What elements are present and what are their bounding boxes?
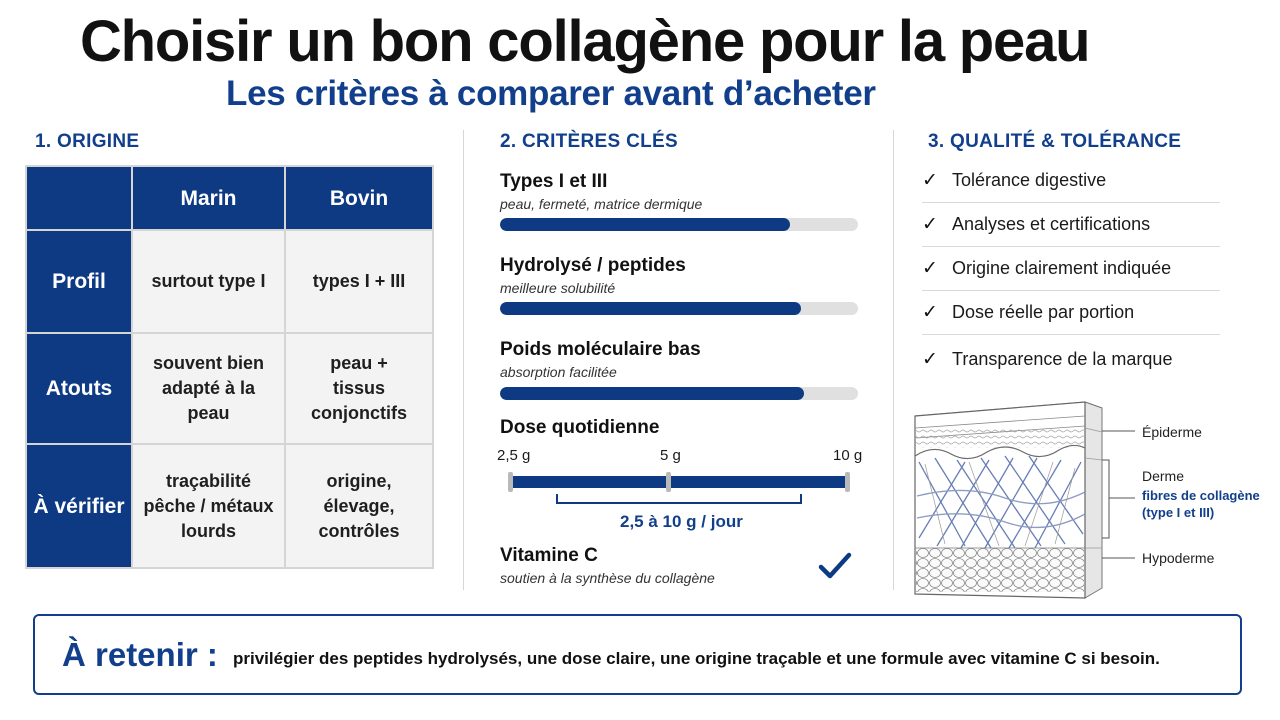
check-icon: ✓: [922, 258, 938, 279]
table-cell: traçabilité pêche / métaux lourds: [131, 443, 286, 569]
criterion-bar-fill: [500, 387, 805, 400]
table-cell: souvent bien adapté à la peau: [131, 332, 286, 445]
criterion-hydrolyse: Hydrolysé / peptides meilleure solubilit…: [500, 255, 860, 296]
checkmark-icon: [818, 552, 852, 579]
key-takeaway-text: privilégier des peptides hydrolysés, une…: [233, 649, 1160, 668]
collagen-fibers-label: fibres de collagène (type I et III): [1142, 487, 1260, 521]
table-cell: peau + tissus conjonctifs: [284, 332, 434, 445]
skin-cross-section-illustration: [914, 401, 1135, 599]
column-header-bovin: Bovin: [284, 165, 434, 231]
key-takeaway-box: À retenir : privilégier des peptides hyd…: [33, 614, 1242, 695]
criterion-bar: [500, 302, 858, 315]
checklist-item-label: Transparence de la marque: [952, 348, 1173, 369]
table-header-row: Marin Bovin: [25, 165, 434, 231]
vitamin-title: Vitamine C: [500, 545, 598, 566]
row-header: Atouts: [25, 332, 133, 445]
dose-title: Dose quotidienne: [500, 417, 660, 438]
dose-tick-label: 2,5 g: [497, 447, 531, 464]
dose-tick-label: 5 g: [660, 447, 681, 464]
table-cell: origine, élevage, contrôles: [284, 443, 434, 569]
column-header-marin: Marin: [131, 165, 286, 231]
criterion-title: Poids moléculaire bas: [500, 339, 701, 360]
checklist-item: ✓ Transparence de la marque: [922, 337, 1220, 381]
checklist-item-label: Origine clairement indiquée: [952, 258, 1172, 278]
criterion-subtitle: meilleure solubilité: [500, 280, 616, 296]
table-corner-cell: [25, 165, 133, 231]
origin-section-title: 1. ORIGINE: [35, 131, 140, 152]
check-icon: ✓: [922, 214, 938, 235]
row-header: Profil: [25, 229, 133, 334]
criterion-bar: [500, 218, 858, 231]
check-icon: ✓: [922, 170, 938, 191]
page-title: Choisir un bon collagène pour la peau: [80, 9, 1091, 74]
table-row: À vérifier traçabilité pêche / métaux lo…: [25, 443, 434, 569]
checklist-item: ✓ Origine clairement indiquée: [922, 247, 1220, 291]
column-divider: [893, 130, 894, 590]
check-icon: ✓: [922, 348, 938, 370]
check-icon: ✓: [922, 302, 938, 323]
checklist-item: ✓ Analyses et certifications: [922, 203, 1220, 247]
dose-tick: [508, 472, 513, 492]
vitamin-subtitle: soutien à la synthèse du collagène: [500, 570, 715, 586]
criterion-title: Types I et III: [500, 171, 608, 192]
row-header: À vérifier: [25, 443, 133, 569]
table-cell: types I + III: [284, 229, 434, 334]
dermis-label: Derme: [1142, 468, 1185, 484]
collagen-fibers-label-line1: fibres de collagène: [1142, 488, 1260, 503]
key-takeaway-label: À retenir :: [62, 636, 218, 673]
checklist-item-label: Dose réelle par portion: [952, 302, 1135, 322]
table-row: Profil surtout type I types I + III: [25, 229, 434, 334]
vitamin-c-block: Vitamine C soutien à la synthèse du coll…: [500, 545, 860, 586]
origin-table: Marin Bovin Profil surtout type I types …: [25, 165, 434, 569]
hypodermis-label: Hypoderme: [1142, 550, 1215, 566]
checklist-item-label: Tolérance digestive: [952, 170, 1107, 190]
criterion-title: Hydrolysé / peptides: [500, 255, 686, 276]
table-row: Atouts souvent bien adapté à la peau pea…: [25, 332, 434, 445]
table-cell: surtout type I: [131, 229, 286, 334]
dose-tick-label: 10 g: [833, 447, 863, 464]
criterion-subtitle: peau, fermeté, matrice dermique: [500, 196, 703, 212]
column-divider: [463, 130, 464, 590]
checklist-item-label: Analyses et certifications: [952, 214, 1151, 234]
checklist-item: ✓ Tolérance digestive: [922, 159, 1220, 203]
dose-tick: [845, 472, 850, 492]
criterion-types: Types I et III peau, fermeté, matrice de…: [500, 171, 860, 212]
quality-section-title: 3. QUALITÉ & TOLÉRANCE: [928, 131, 1182, 152]
criterion-subtitle: absorption facilitée: [500, 364, 617, 380]
dose-axis-bar: [510, 476, 848, 488]
criterion-bar-fill: [500, 218, 790, 231]
criterion-poids: Poids moléculaire bas absorption facilit…: [500, 339, 860, 380]
dose-range-label: 2,5 à 10 g / jour: [620, 512, 743, 531]
criterion-bar-fill: [500, 302, 801, 315]
dose-range-bracket: [556, 494, 802, 504]
checklist-item: ✓ Dose réelle par portion: [922, 291, 1220, 335]
dose-block: Dose quotidienne: [500, 417, 860, 439]
criteria-section-title: 2. CRITÈRES CLÉS: [500, 131, 678, 152]
criterion-bar: [500, 387, 858, 400]
collagen-fibers-label-line2: (type I et III): [1142, 505, 1215, 520]
epidermis-label: Épiderme: [1142, 424, 1202, 440]
page-subtitle: Les critères à comparer avant d’acheter: [226, 74, 876, 113]
dose-tick: [666, 472, 671, 492]
